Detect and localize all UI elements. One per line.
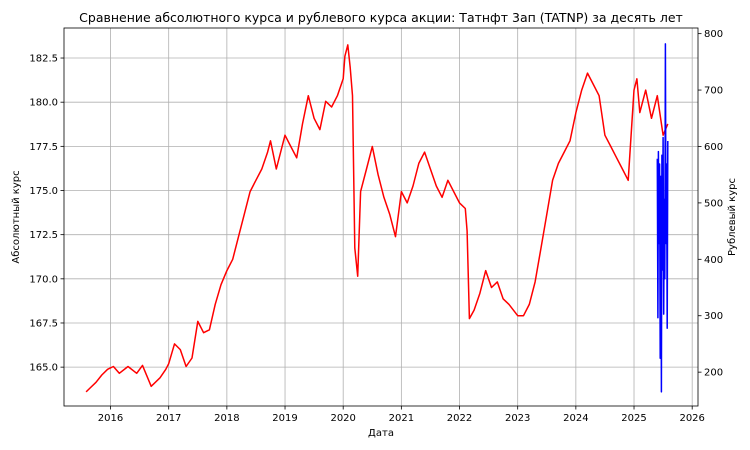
- y-left-tick-label: 180.0: [29, 98, 58, 109]
- x-axis-title: Дата: [368, 428, 394, 439]
- y-left-tick-label: 165.0: [29, 363, 58, 374]
- y-axis-left-title: Абсолютный курс: [11, 170, 22, 263]
- x-tick-label: 2016: [98, 413, 123, 424]
- x-tick-label: 2019: [272, 413, 297, 424]
- absolute-price-line: [656, 43, 669, 393]
- x-tick-label: 2025: [621, 413, 646, 424]
- y-left-tick-label: 182.5: [29, 54, 58, 65]
- plot-area: [64, 28, 698, 406]
- y-right-tick-label: 800: [704, 29, 723, 40]
- y-right-tick-label: 700: [704, 86, 723, 97]
- x-tick-label: 2026: [679, 413, 704, 424]
- grid: [64, 28, 698, 406]
- plot-frame: [63, 27, 699, 407]
- chart-title: Сравнение абсолютного курса и рублевого …: [79, 10, 683, 25]
- y-left-tick-label: 170.0: [29, 274, 58, 285]
- y-left-tick-label: 172.5: [29, 230, 58, 241]
- series-layer: [85, 43, 669, 393]
- x-tick-label: 2018: [214, 413, 239, 424]
- y-right-tick-label: 300: [704, 311, 723, 322]
- y-left-tick-label: 177.5: [29, 142, 58, 153]
- x-tick-label: 2021: [389, 413, 414, 424]
- y-right-tick-label: 600: [704, 142, 723, 153]
- ruble-price-line: [85, 44, 669, 393]
- y-left-tick-label: 175.0: [29, 186, 58, 197]
- y-right-tick-label: 500: [704, 198, 723, 209]
- x-tick-label: 2023: [505, 413, 530, 424]
- y-right-tick-label: 200: [704, 368, 723, 379]
- y-right-tick-label: 400: [704, 255, 723, 266]
- x-tick-label: 2022: [447, 413, 472, 424]
- y-axis-right: 200 300 400 500 600 700 800: [698, 29, 723, 379]
- y-axis-left: 165.0 167.5 170.0 172.5 175.0 177.5 180.0 182.5: [29, 54, 64, 374]
- x-axis: 2016 2017 2018 2019 2020 2021 2022 2023 2024 2025…: [98, 406, 705, 424]
- y-left-tick-label: 167.5: [29, 318, 58, 329]
- x-tick-label: 2017: [156, 413, 181, 424]
- y-axis-right-title: Рублевый курс: [727, 178, 738, 256]
- x-tick-label: 2020: [330, 413, 355, 424]
- x-tick-label: 2024: [563, 413, 588, 424]
